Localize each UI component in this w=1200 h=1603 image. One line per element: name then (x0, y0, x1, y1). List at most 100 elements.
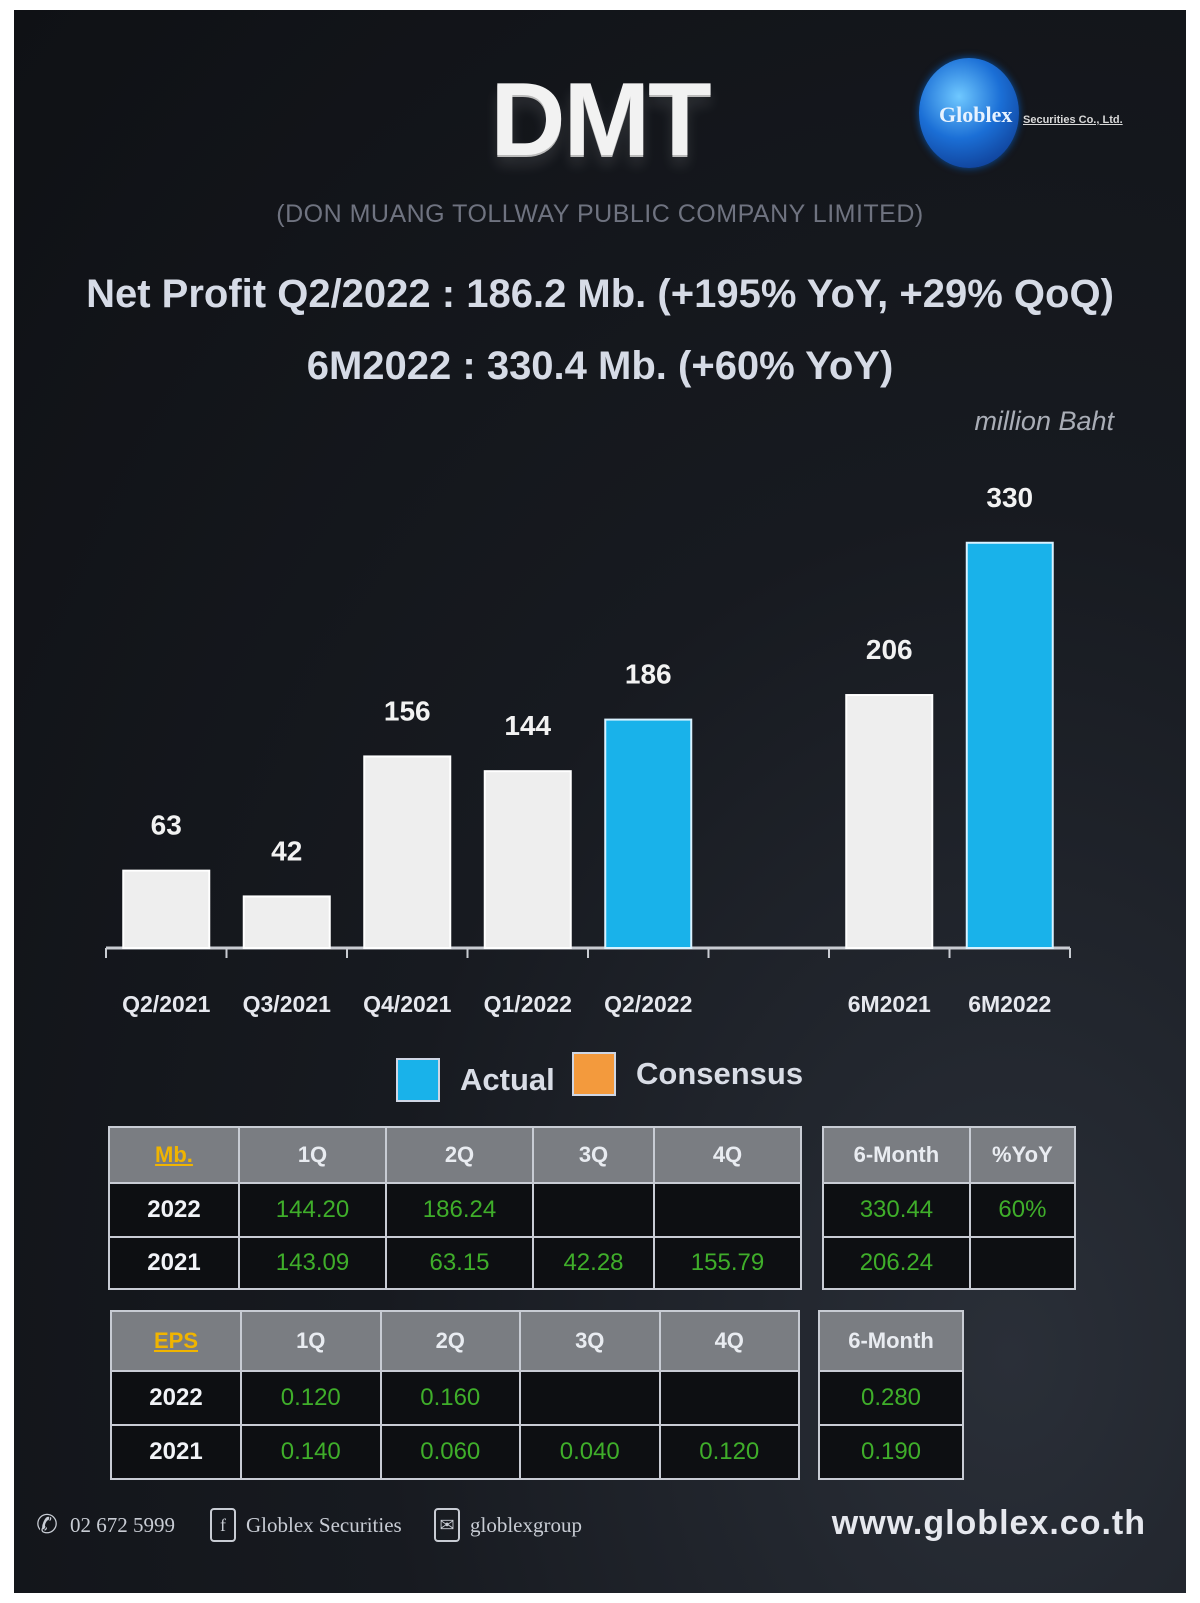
table-cell: 155.79 (652, 1236, 803, 1290)
bar-q3-2021 (242, 895, 331, 950)
ticker-title: DMT (490, 62, 711, 178)
table-cell: 144.20 (238, 1182, 387, 1238)
phone-icon: ✆ (36, 1510, 58, 1539)
legend-swatch-actual (396, 1058, 440, 1102)
profit-table: Mb. 1Q 2Q 3Q 4Q 2022 144.20 186.24 2021 … (108, 1126, 803, 1290)
bar-6m2021 (845, 694, 934, 949)
table-cell (652, 1182, 803, 1238)
table-cell: 143.09 (238, 1236, 387, 1290)
footer-phone[interactable]: ✆ 02 672 5999 (34, 1508, 175, 1542)
profit-summary-table: 6-Month %YoY 330.44 60% 206.24 (822, 1126, 1077, 1290)
x-tick-label: 6M2022 (968, 991, 1051, 1017)
x-tick-label: Q1/2022 (484, 991, 572, 1017)
legend-swatch-consensus (572, 1052, 616, 1096)
table-row: 2022 144.20 186.24 (108, 1182, 803, 1238)
table-cell: 0.280 (818, 1370, 964, 1426)
profit-col-4q: 4Q (652, 1126, 803, 1184)
table-cell: 0.140 (240, 1424, 382, 1480)
table-cell: 0.160 (379, 1370, 521, 1426)
footer-facebook[interactable]: f Globlex Securities (210, 1508, 402, 1542)
bar-value-label: 186 (625, 659, 672, 690)
profit-row-year: 2022 (108, 1182, 240, 1238)
table-cell: 60% (968, 1182, 1077, 1238)
table-cell: 206.24 (822, 1236, 971, 1290)
bar-value-label: 63 (151, 810, 182, 841)
legend-label-actual: Actual (460, 1062, 555, 1097)
eps-col-2q: 2Q (379, 1310, 521, 1372)
eps-table-corner: EPS (110, 1310, 242, 1372)
table-row: 330.44 60% (822, 1182, 1077, 1238)
bar-value-label: 144 (504, 710, 551, 741)
footer-line-text: globlexgroup (470, 1512, 582, 1537)
profit-col-3q: 3Q (532, 1126, 655, 1184)
headline-quarter: Net Profit Q2/2022 : 186.2 Mb. (+195% Yo… (86, 272, 1114, 316)
net-profit-bar-chart: 63 Q2/2021 42 Q3/2021 156 Q4/2021 144 Q1/2022 18… (105, 482, 1071, 1017)
table-cell: 42.28 (532, 1236, 655, 1290)
legend-item-consensus: Consensus (572, 1052, 803, 1096)
x-tick-label: 6M2021 (848, 991, 931, 1017)
eps-table: EPS 1Q 2Q 3Q 4Q 2022 0.120 0.160 2021 0.… (110, 1310, 800, 1480)
profit-row-year: 2021 (108, 1236, 240, 1290)
bar-value-label: 330 (986, 482, 1033, 513)
table-row: 206.24 (822, 1236, 1077, 1290)
table-row: 2021 143.09 63.15 42.28 155.79 (108, 1236, 803, 1290)
eps-col-1q: 1Q (240, 1310, 382, 1372)
profit-col-6month: 6-Month (822, 1126, 971, 1184)
units-label: million Baht (974, 406, 1114, 436)
bar-q2-2021 (122, 869, 211, 949)
table-cell: 0.040 (519, 1424, 661, 1480)
table-cell: 0.060 (379, 1424, 521, 1480)
line-icon: ✉ (434, 1508, 460, 1542)
eps-row-year: 2021 (110, 1424, 242, 1480)
legend-label-consensus: Consensus (636, 1056, 804, 1091)
table-cell (532, 1182, 655, 1238)
bar-q1-2022 (483, 770, 572, 950)
profit-col-yoy: %YoY (968, 1126, 1077, 1184)
bar-value-label: 206 (866, 634, 913, 665)
footer-line[interactable]: ✉ globlexgroup (434, 1508, 582, 1542)
x-tick-label: Q3/2021 (243, 991, 331, 1017)
table-row: 0.190 (818, 1424, 964, 1480)
footer-facebook-text: Globlex Securities (246, 1512, 402, 1537)
bar-q2-2022 (604, 718, 693, 949)
table-cell: 0.190 (818, 1424, 964, 1480)
footer-phone-text: 02 672 5999 (70, 1512, 175, 1537)
bar-value-label: 156 (384, 695, 431, 726)
bar-value-label: 42 (271, 835, 302, 866)
table-row: 2021 0.140 0.060 0.040 0.120 (110, 1424, 800, 1480)
x-tick-label: Q4/2021 (363, 991, 451, 1017)
profit-table-corner: Mb. (108, 1126, 240, 1184)
legend-item-actual: Actual (396, 1058, 555, 1102)
logo-tagline: Securities Co., Ltd. (1023, 114, 1123, 126)
facebook-icon: f (210, 1508, 236, 1542)
bar-6m2022 (965, 541, 1054, 949)
table-cell: 330.44 (822, 1182, 971, 1238)
footer: ✆ 02 672 5999 f Globlex Securities ✉ glo… (34, 1504, 1164, 1558)
globlex-logo: Globlex Securities Co., Ltd. (919, 58, 1159, 176)
table-cell (968, 1236, 1077, 1290)
table-cell: 0.120 (240, 1370, 382, 1426)
table-cell: 0.120 (658, 1424, 800, 1480)
x-tick-label: Q2/2021 (122, 991, 210, 1017)
chart-legend: Actual Consensus (14, 1052, 1186, 1118)
table-row: 2022 0.120 0.160 (110, 1370, 800, 1426)
logo-text: Globlex (939, 102, 1013, 127)
eps-col-4q: 4Q (658, 1310, 800, 1372)
eps-row-year: 2022 (110, 1370, 242, 1426)
table-row: 0.280 (818, 1370, 964, 1426)
headline-six-month: 6M2022 : 330.4 Mb. (+60% YoY) (306, 344, 894, 388)
table-cell (658, 1370, 800, 1426)
company-name: (DON MUANG TOLLWAY PUBLIC COMPANY LIMITE… (276, 200, 924, 228)
x-tick-label: Q2/2022 (604, 991, 692, 1017)
table-cell: 186.24 (385, 1182, 534, 1238)
table-cell (519, 1370, 661, 1426)
eps-col-6month: 6-Month (818, 1310, 964, 1372)
website-link[interactable]: www.globlex.co.th (831, 1504, 1146, 1542)
globe-icon (919, 58, 1019, 168)
profit-col-1q: 1Q (238, 1126, 387, 1184)
eps-summary-table: 6-Month 0.280 0.190 (818, 1310, 964, 1480)
poster: DMT (DON MUANG TOLLWAY PUBLIC COMPANY LI… (14, 10, 1186, 1593)
bar-q4-2021 (363, 755, 452, 949)
eps-col-3q: 3Q (519, 1310, 661, 1372)
table-cell: 63.15 (385, 1236, 534, 1290)
